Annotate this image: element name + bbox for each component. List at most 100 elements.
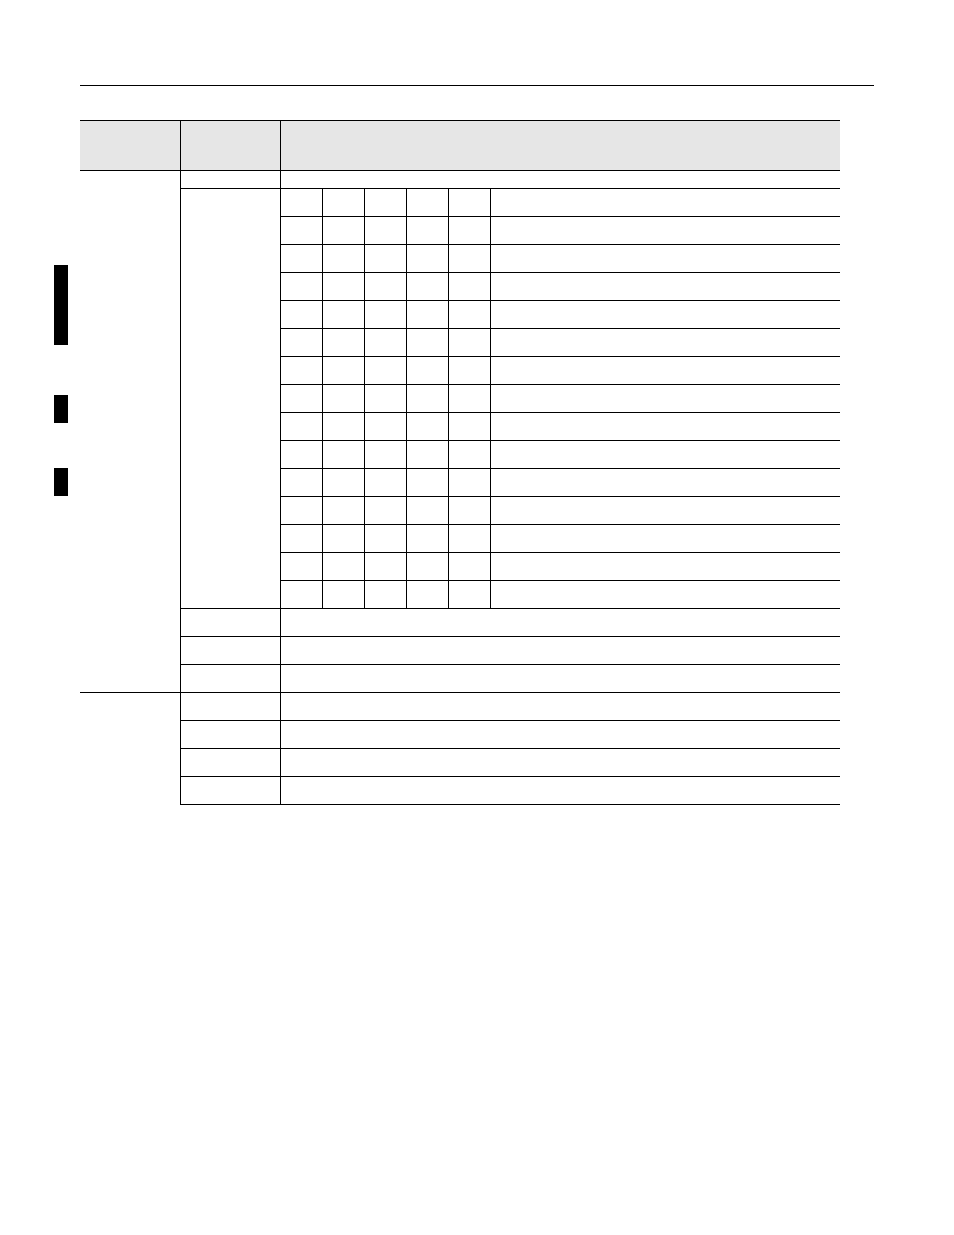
grid-cell — [448, 217, 490, 245]
grid-cell — [364, 273, 406, 301]
grid-cell — [280, 329, 322, 357]
description-cell — [490, 245, 840, 273]
grid-cell — [280, 497, 322, 525]
grid-cell — [364, 357, 406, 385]
grid-cell — [406, 441, 448, 469]
grid-cell — [448, 581, 490, 609]
grid-cell — [406, 189, 448, 217]
grid-cell — [448, 245, 490, 273]
item-cell — [180, 637, 280, 665]
grid-cell — [364, 469, 406, 497]
description-cell — [490, 329, 840, 357]
category-cell — [80, 171, 180, 693]
grid-cell — [448, 553, 490, 581]
description-cell — [490, 581, 840, 609]
table-row — [80, 665, 840, 693]
header-rule — [80, 85, 874, 86]
grid-cell — [322, 189, 364, 217]
grid-cell — [406, 357, 448, 385]
description-cell — [490, 469, 840, 497]
grid-cell — [406, 497, 448, 525]
grid-cell — [364, 581, 406, 609]
description-cell — [490, 497, 840, 525]
grid-cell — [406, 301, 448, 329]
spec-table-container — [80, 120, 840, 805]
grid-cell — [322, 385, 364, 413]
grid-cell — [364, 301, 406, 329]
grid-cell — [406, 385, 448, 413]
item-cell — [180, 693, 280, 721]
grid-cell — [322, 329, 364, 357]
grid-cell — [448, 273, 490, 301]
grid-cell — [364, 245, 406, 273]
grid-cell — [280, 441, 322, 469]
grid-cell — [280, 385, 322, 413]
grid-cell — [448, 413, 490, 441]
description-cell — [280, 665, 840, 693]
page — [0, 0, 954, 1235]
description-cell — [490, 385, 840, 413]
item-cell — [180, 721, 280, 749]
grid-cell — [364, 385, 406, 413]
item-cell — [180, 665, 280, 693]
grid-cell — [406, 581, 448, 609]
grid-cell — [322, 525, 364, 553]
spec-table — [80, 120, 840, 805]
table-row — [80, 171, 840, 189]
grid-cell — [280, 581, 322, 609]
table-row — [80, 609, 840, 637]
description-cell — [490, 441, 840, 469]
grid-cell — [280, 553, 322, 581]
description-cell — [280, 171, 840, 189]
grid-cell — [406, 553, 448, 581]
item-cell — [180, 749, 280, 777]
side-tab-bar — [54, 395, 68, 423]
grid-cell — [406, 525, 448, 553]
description-cell — [490, 217, 840, 245]
grid-cell — [364, 525, 406, 553]
grid-cell — [364, 189, 406, 217]
description-cell — [490, 553, 840, 581]
grid-cell — [322, 245, 364, 273]
grid-cell — [364, 441, 406, 469]
grid-cell — [364, 413, 406, 441]
grid-cell — [322, 273, 364, 301]
grid-cell — [322, 469, 364, 497]
table-row — [80, 721, 840, 749]
header-description — [280, 121, 840, 171]
grid-cell — [448, 301, 490, 329]
header-item — [180, 121, 280, 171]
grid-cell — [448, 441, 490, 469]
grid-cell — [406, 413, 448, 441]
grid-cell — [448, 357, 490, 385]
grid-cell — [448, 189, 490, 217]
description-cell — [490, 413, 840, 441]
grid-cell — [322, 553, 364, 581]
grid-cell — [322, 357, 364, 385]
grid-cell — [280, 525, 322, 553]
grid-cell — [406, 273, 448, 301]
grid-cell — [322, 441, 364, 469]
description-cell — [490, 357, 840, 385]
description-cell — [280, 749, 840, 777]
grid-cell — [364, 553, 406, 581]
grid-cell — [448, 385, 490, 413]
grid-cell — [448, 469, 490, 497]
item-cell — [180, 609, 280, 637]
side-tab-bar — [54, 265, 68, 345]
header-category — [80, 121, 180, 171]
grid-cell — [280, 301, 322, 329]
grid-cell — [280, 413, 322, 441]
grid-cell — [280, 273, 322, 301]
description-cell — [280, 721, 840, 749]
grid-cell — [280, 357, 322, 385]
grid-cell — [280, 217, 322, 245]
grid-cell — [448, 329, 490, 357]
grid-cell — [322, 497, 364, 525]
grid-cell — [448, 525, 490, 553]
grid-cell — [364, 217, 406, 245]
grid-cell — [406, 329, 448, 357]
description-cell — [490, 301, 840, 329]
table-row — [80, 749, 840, 777]
grid-cell — [280, 469, 322, 497]
